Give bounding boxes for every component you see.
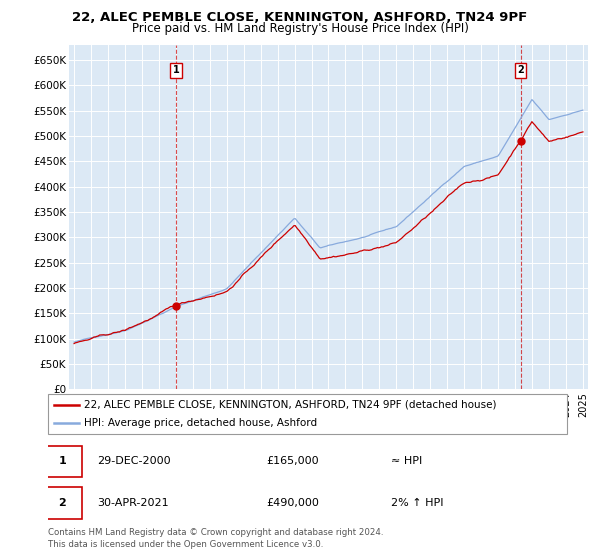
- Text: 1: 1: [58, 456, 66, 466]
- FancyBboxPatch shape: [43, 487, 82, 519]
- Text: 30-APR-2021: 30-APR-2021: [97, 498, 169, 508]
- Text: HPI: Average price, detached house, Ashford: HPI: Average price, detached house, Ashf…: [85, 418, 317, 428]
- Text: £165,000: £165,000: [266, 456, 319, 466]
- Text: 2: 2: [517, 65, 524, 75]
- Text: 2: 2: [58, 498, 66, 508]
- Text: Price paid vs. HM Land Registry's House Price Index (HPI): Price paid vs. HM Land Registry's House …: [131, 22, 469, 35]
- Text: 22, ALEC PEMBLE CLOSE, KENNINGTON, ASHFORD, TN24 9PF: 22, ALEC PEMBLE CLOSE, KENNINGTON, ASHFO…: [73, 11, 527, 24]
- Text: 2% ↑ HPI: 2% ↑ HPI: [391, 498, 443, 508]
- Text: ≈ HPI: ≈ HPI: [391, 456, 422, 466]
- Text: £490,000: £490,000: [266, 498, 319, 508]
- Text: 22, ALEC PEMBLE CLOSE, KENNINGTON, ASHFORD, TN24 9PF (detached house): 22, ALEC PEMBLE CLOSE, KENNINGTON, ASHFO…: [85, 400, 497, 409]
- FancyBboxPatch shape: [43, 446, 82, 477]
- Text: Contains HM Land Registry data © Crown copyright and database right 2024.
This d: Contains HM Land Registry data © Crown c…: [48, 528, 383, 549]
- FancyBboxPatch shape: [48, 394, 567, 434]
- Text: 1: 1: [172, 65, 179, 75]
- Text: 29-DEC-2000: 29-DEC-2000: [97, 456, 171, 466]
